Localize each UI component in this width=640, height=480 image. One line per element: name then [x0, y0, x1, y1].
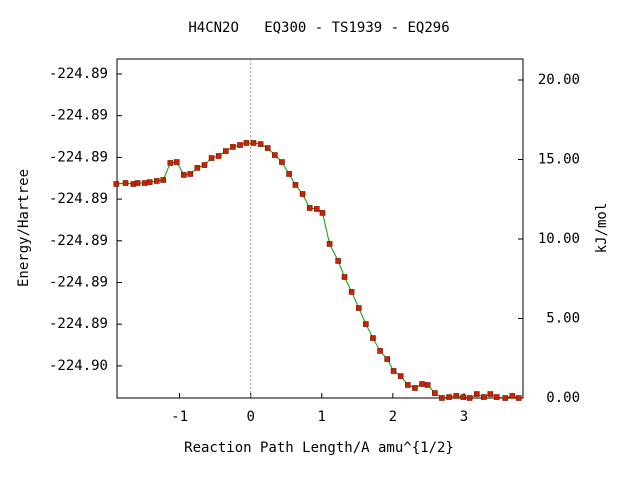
x-tick-label: 3	[460, 409, 468, 425]
y-tick-label: -224.89	[49, 149, 108, 165]
data-point	[154, 178, 160, 184]
data-point	[370, 335, 376, 341]
data-point	[377, 348, 383, 354]
data-point	[439, 395, 445, 401]
y2-tick-label: 0.00	[546, 390, 580, 406]
data-point	[264, 145, 271, 151]
data-point	[453, 393, 459, 399]
data-point	[348, 289, 355, 295]
data-point	[243, 140, 250, 146]
y-axis-label: Energy/Hartree	[16, 169, 32, 287]
data-point	[515, 395, 522, 401]
data-point	[390, 368, 397, 374]
data-point	[141, 180, 148, 186]
y-tick-label: -224.89	[49, 66, 108, 82]
data-point	[122, 180, 129, 186]
data-point	[306, 205, 313, 211]
y2-tick-label: 20.00	[538, 72, 580, 88]
data-point	[167, 160, 174, 166]
data-point	[487, 391, 494, 397]
data-point	[201, 162, 208, 168]
data-point	[355, 305, 362, 311]
y2-tick-label: 5.00	[546, 310, 580, 326]
data-point	[160, 177, 167, 183]
x-tick-label: -1	[171, 409, 188, 425]
data-point	[412, 385, 418, 391]
y2-axis-label: kJ/mol	[594, 203, 610, 254]
data-point	[286, 171, 292, 177]
y-tick-label: -224.90	[49, 358, 108, 374]
data-point	[319, 210, 326, 216]
data-point	[432, 390, 438, 396]
data-point	[363, 321, 369, 327]
data-point	[134, 180, 141, 186]
x-tick-label: 0	[246, 409, 254, 425]
y2-tick-label: 15.00	[538, 151, 580, 167]
data-point	[424, 382, 431, 388]
data-point	[215, 153, 222, 159]
data-point	[405, 382, 411, 388]
data-point	[299, 191, 306, 197]
y-tick-label: -224.89	[49, 191, 108, 207]
data-point	[113, 181, 120, 187]
data-point	[446, 394, 452, 400]
data-point	[208, 155, 215, 161]
data-point	[194, 165, 201, 171]
data-point	[481, 394, 487, 400]
x-axis-label: Reaction Path Length/A amu^{1/2}	[184, 440, 454, 456]
data-point	[397, 373, 404, 379]
data-point	[466, 395, 473, 401]
data-point	[335, 258, 341, 264]
data-point	[473, 391, 480, 397]
data-point	[187, 171, 194, 177]
data-point	[272, 152, 278, 158]
data-point	[502, 395, 509, 401]
x-tick-label: 1	[318, 409, 326, 425]
data-point	[384, 356, 390, 362]
data-point	[173, 159, 180, 165]
data-point	[509, 393, 516, 399]
y-tick-label: -224.89	[49, 108, 108, 124]
data-point	[146, 179, 153, 185]
data-point	[326, 241, 333, 247]
data-point	[493, 394, 500, 400]
data-point	[181, 172, 187, 178]
series-line	[116, 142, 519, 399]
data-point	[460, 394, 467, 400]
plot-frame	[116, 58, 524, 399]
data-point	[237, 142, 243, 148]
y-tick-label: -224.89	[49, 316, 108, 332]
y-tick-label: -224.89	[49, 233, 108, 249]
chart-title: H4CN2O EQ300 - TS1939 - EQ296	[188, 20, 449, 36]
data-point	[419, 381, 425, 387]
y-tick-label: -224.89	[49, 274, 108, 290]
data-point	[314, 206, 320, 212]
data-point	[250, 140, 257, 146]
data-point	[222, 148, 229, 154]
data-point	[292, 182, 299, 188]
data-point	[279, 159, 285, 165]
data-point	[230, 144, 236, 150]
data-point	[257, 141, 264, 147]
y2-tick-label: 10.00	[538, 231, 580, 247]
data-point	[341, 274, 348, 280]
x-tick-label: 2	[389, 409, 397, 425]
